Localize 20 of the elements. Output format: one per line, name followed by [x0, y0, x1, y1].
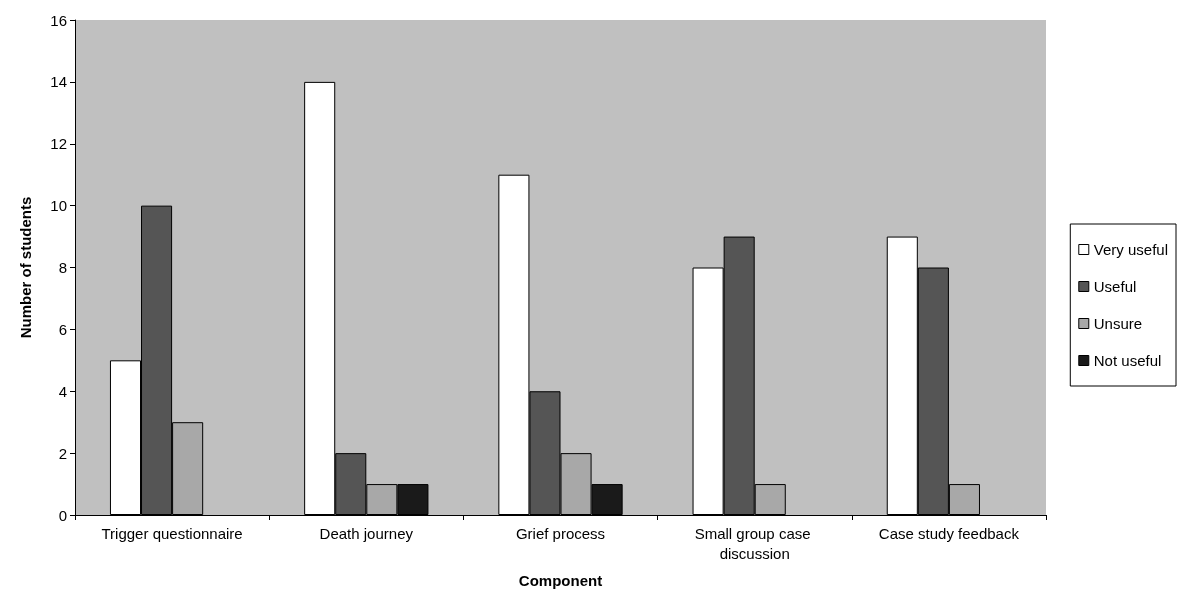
y-axis-title: Number of students	[17, 196, 34, 339]
y-tick-label: 12	[50, 135, 67, 153]
x-axis-title: Component	[518, 572, 603, 589]
legend-label: Unsure	[1093, 315, 1143, 332]
legend-label: Very useful	[1093, 241, 1169, 258]
y-tick-label: 14	[50, 73, 67, 91]
y-tick-label: 10	[50, 197, 67, 215]
x-tick-label: Trigger questionnaire	[101, 524, 243, 542]
y-tick-label: 2	[58, 444, 67, 462]
x-tick-label: Grief process	[515, 524, 606, 542]
x-tick-label: Small group case discussion	[694, 524, 815, 562]
x-tick-label: Death journey	[319, 524, 414, 542]
y-tick-label: 6	[58, 320, 67, 338]
y-tick-label: 16	[50, 11, 67, 29]
legend-label: Useful	[1093, 278, 1137, 295]
y-tick-label: 0	[58, 506, 67, 524]
y-tick-label: 8	[58, 259, 67, 276]
y-tick-label: 4	[58, 382, 67, 400]
legend-label: Not useful	[1093, 352, 1162, 369]
x-tick-label: Case study feedback	[878, 524, 1020, 542]
